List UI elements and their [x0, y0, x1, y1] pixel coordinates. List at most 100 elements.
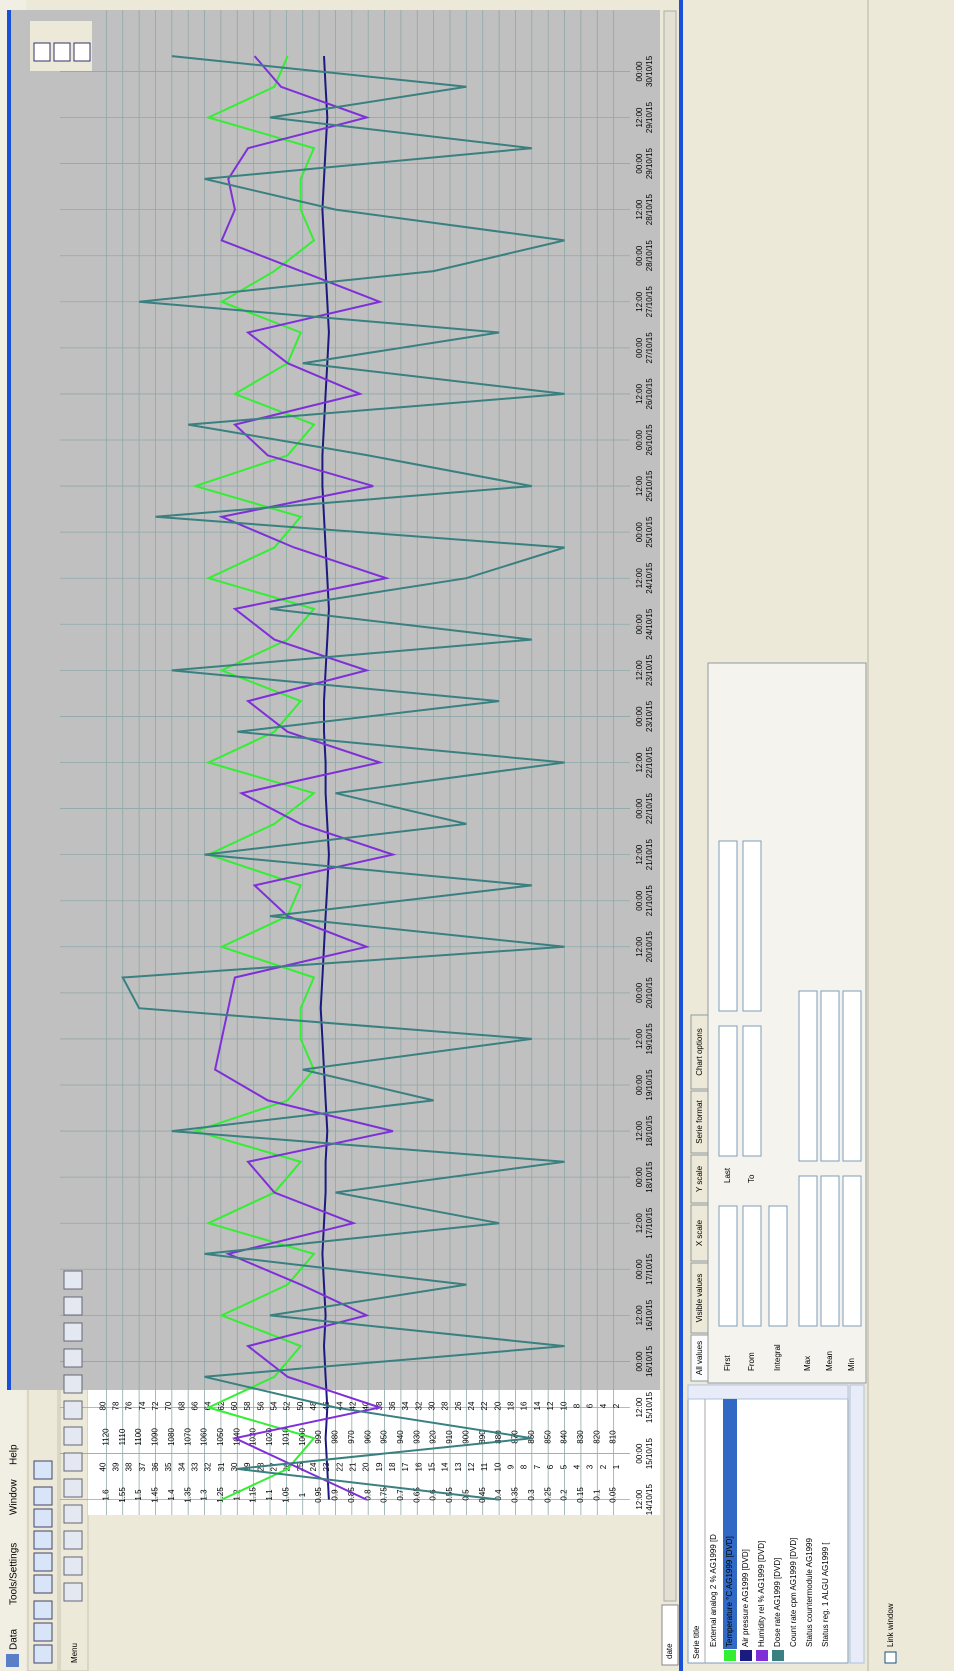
tool-icon[interactable]: [73, 42, 91, 62]
field-box[interactable]: [842, 1175, 862, 1327]
y-tick-label: 870: [511, 1430, 520, 1444]
list-row[interactable]: External analog 2 % AG1999 [D: [709, 1534, 718, 1647]
y-tick-label: 1050: [216, 1428, 225, 1446]
toolbar-button[interactable]: [63, 1374, 83, 1394]
x-tick-label: 12:0014/10/15: [635, 1484, 654, 1516]
x-tick-label: 00:0016/10/15: [635, 1345, 654, 1377]
y-tick-label: 940: [396, 1430, 405, 1444]
y-tick-label: 2: [599, 1464, 608, 1469]
list-hscrollbar[interactable]: [849, 1384, 865, 1664]
chart-scrollbar[interactable]: [663, 10, 677, 1602]
y-tick-label: 890: [478, 1430, 487, 1444]
y-tick-label: 1.3: [200, 1489, 209, 1501]
list-row[interactable]: Dose rate AG1999 [DVD]: [773, 1558, 782, 1647]
toolbar-button[interactable]: [63, 1270, 83, 1290]
menu-item[interactable]: Window: [9, 1479, 20, 1515]
y-tick-label: 1.4: [167, 1489, 176, 1501]
toolbar-button[interactable]: [63, 1504, 83, 1524]
toolbar-button[interactable]: [33, 1552, 53, 1572]
toolbar-button[interactable]: [63, 1582, 83, 1602]
field-label: Max: [803, 1356, 812, 1371]
y-tick-label: 0.1: [592, 1489, 601, 1501]
x-tick-label: 12:0017/10/15: [635, 1207, 654, 1239]
list-row[interactable]: Status reg. 1 ALGU AG1999 [: [821, 1542, 830, 1647]
list-scrollbar[interactable]: [687, 1384, 849, 1400]
menu-item[interactable]: Tools/Settings: [9, 1543, 20, 1605]
toolbar-button[interactable]: [33, 1486, 53, 1506]
field-box: [820, 990, 840, 1162]
toolbar-button[interactable]: [63, 1530, 83, 1550]
x-tick-label: 00:0025/10/15: [635, 516, 654, 548]
list-row[interactable]: Status countermodule AG1999: [805, 1537, 814, 1647]
toolbar-button[interactable]: [33, 1530, 53, 1550]
y-tick-label: 1.25: [216, 1487, 225, 1503]
link-window-label[interactable]: Link window: [886, 1603, 895, 1647]
date-field[interactable]: [661, 1604, 679, 1666]
toolbar-button[interactable]: [63, 1348, 83, 1368]
toolbar-button[interactable]: [33, 1574, 53, 1594]
field-label: Integral: [773, 1344, 782, 1371]
list-row[interactable]: Humidity rel % AG1999 [DVD]: [757, 1541, 766, 1647]
tab[interactable]: [690, 1014, 709, 1090]
field-box[interactable]: [742, 1025, 762, 1157]
x-tick-label: 00:0019/10/15: [635, 1069, 654, 1101]
tab[interactable]: [690, 1090, 709, 1154]
tab[interactable]: [690, 1154, 709, 1204]
y-tick-label: 14: [533, 1401, 542, 1410]
x-tick-label: 00:0021/10/15: [635, 885, 654, 917]
field-box[interactable]: [742, 1205, 762, 1327]
link-checkbox[interactable]: [884, 1651, 897, 1664]
y-tick-label: 29: [243, 1462, 252, 1471]
y-tick-label: 900: [461, 1430, 470, 1444]
toolbar-button[interactable]: [63, 1452, 83, 1472]
y-tick-label: 0.95: [314, 1487, 323, 1503]
tab-label: Chart options: [695, 1028, 704, 1076]
toolbar-button[interactable]: [63, 1478, 83, 1498]
toolbar-button[interactable]: [63, 1322, 83, 1342]
toolbar-button[interactable]: [63, 1400, 83, 1420]
y-tick-label: 6: [586, 1403, 595, 1408]
tab-label: Y scale: [695, 1165, 704, 1192]
toolbar-button[interactable]: [33, 1644, 53, 1664]
field-label: Last: [723, 1167, 732, 1183]
x-tick-label: 00:0020/10/15: [635, 977, 654, 1009]
tab[interactable]: [690, 1334, 709, 1382]
axis-panel: [88, 1390, 660, 1515]
list-row[interactable]: Temperature °C AG1999 [DVD]: [725, 1536, 734, 1647]
menu-item[interactable]: Data: [9, 1628, 20, 1650]
y-tick-label: 68: [177, 1401, 186, 1410]
toolbar-button[interactable]: [63, 1296, 83, 1316]
toolbar-button[interactable]: [33, 1460, 53, 1480]
tool-icon[interactable]: [33, 42, 51, 62]
y-tick-label: 30: [428, 1401, 437, 1410]
list-row[interactable]: Air pressure AG1999 [DVD]: [741, 1549, 750, 1647]
list-row[interactable]: Count rate cpm AG1999 [DVD]: [789, 1538, 798, 1647]
field-box[interactable]: [820, 1175, 840, 1327]
field-box[interactable]: [798, 1175, 818, 1327]
field-box[interactable]: [718, 1205, 738, 1327]
y-tick-label: 990: [314, 1430, 323, 1444]
y-tick-label: 0.35: [511, 1487, 520, 1503]
toolbar-button[interactable]: [33, 1508, 53, 1528]
tool-icon[interactable]: [53, 42, 71, 62]
y-tick-label: 0.85: [347, 1487, 356, 1503]
y-tick-label: 62: [217, 1401, 226, 1410]
x-tick-label: 00:0018/10/15: [635, 1161, 654, 1193]
menu-item[interactable]: Help: [9, 1444, 20, 1465]
toolbar-button[interactable]: [33, 1600, 53, 1620]
y-tick-label: 1030: [249, 1428, 258, 1446]
y-tick-label: 26: [283, 1462, 292, 1471]
toolbar-button[interactable]: [63, 1556, 83, 1576]
app-icon: [6, 1654, 19, 1667]
field-box[interactable]: [718, 1025, 738, 1157]
y-tick-label: 33: [190, 1462, 199, 1471]
toolbar-button[interactable]: [33, 1622, 53, 1642]
y-tick-label: 840: [560, 1430, 569, 1444]
field-box[interactable]: [768, 1205, 788, 1327]
field-box: [718, 840, 738, 1012]
tab[interactable]: [690, 1262, 709, 1334]
y-tick-label: 0.6: [429, 1489, 438, 1501]
toolbar-button[interactable]: [63, 1426, 83, 1446]
tab[interactable]: [690, 1204, 709, 1262]
